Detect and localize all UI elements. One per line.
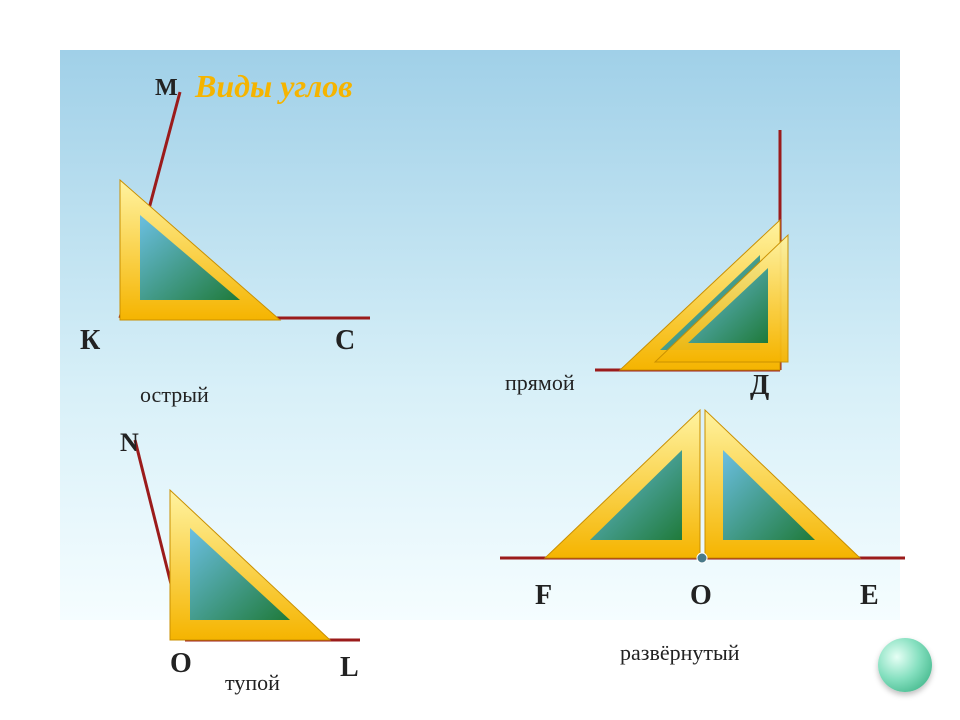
straight-label-F: F <box>535 580 552 612</box>
right-label-D: Д <box>750 370 769 402</box>
straight-caption: развёрнутый <box>620 640 740 666</box>
obtuse-label-L: L <box>340 652 359 684</box>
straight-label-O: O <box>690 580 712 612</box>
obtuse-label-O: O <box>170 648 192 680</box>
right-caption: прямой <box>505 370 575 396</box>
next-button[interactable] <box>878 638 932 692</box>
obtuse-label-N: N <box>120 428 139 458</box>
right-angle <box>60 50 900 620</box>
straight-label-E: E <box>860 580 879 612</box>
slide-background: Виды углов М К С острый <box>60 50 900 620</box>
obtuse-caption: тупой <box>225 670 280 696</box>
